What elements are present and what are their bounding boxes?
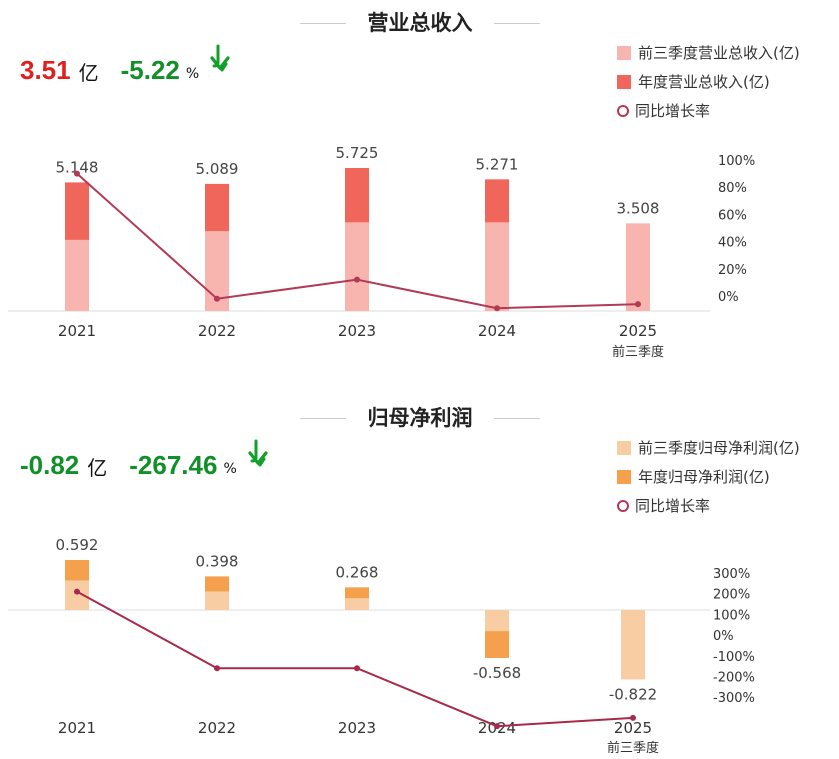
profit-unit: 亿 — [87, 456, 108, 480]
revenue-panel: 营业总收入 3.51 亿 -5.22 % 前三季度营业总收入(亿) 年度营业总收… — [8, 8, 800, 360]
revenue-title-block: 营业总收入 — [300, 8, 540, 38]
revenue-unit: 亿 — [78, 61, 99, 85]
bar-value-label: 5.271 — [476, 155, 519, 173]
bar-value-label: 0.592 — [56, 536, 99, 554]
growth-point — [635, 301, 641, 308]
q3-bar — [485, 610, 509, 632]
revenue-change: -5.22 — [120, 55, 180, 85]
legend-item-q3: 前三季度归母净利润(亿) — [617, 433, 800, 462]
x-tick-label: 2025 — [614, 719, 652, 737]
x-tick-label: 2022 — [198, 719, 236, 737]
bar-value-label: 5.089 — [196, 160, 239, 178]
y2-tick-label: 40% — [718, 236, 747, 251]
x-tick-label: 2025 — [619, 322, 657, 340]
profit-panel: 归母净利润 -0.82 亿 -267.46 % 前三季度归母净利润(亿) 年度归… — [0, 395, 839, 759]
down-arrow-icon — [210, 44, 230, 72]
legend-ring-icon — [617, 499, 629, 512]
y2-tick-label: 60% — [718, 208, 747, 223]
growth-point — [354, 276, 360, 283]
growth-point — [214, 295, 220, 302]
q3-bar — [65, 239, 89, 311]
revenue-change-unit: % — [185, 66, 200, 82]
x-tick-label: 2022 — [198, 322, 236, 340]
x-tick-sublabel: 前三季度 — [607, 740, 659, 756]
title-divider-left — [300, 23, 346, 24]
growth-point — [494, 305, 500, 312]
q3-bar — [345, 598, 369, 610]
y2-tick-label: 20% — [718, 263, 747, 278]
revenue-summary: 3.51 亿 -5.22 % — [20, 44, 231, 86]
profit-change: -267.46 — [129, 450, 218, 480]
legend-label-annual: 年度营业总收入(亿) — [638, 73, 770, 91]
legend-label-growth: 同比增长率 — [635, 497, 711, 515]
growth-line — [76, 590, 634, 728]
growth-point — [494, 723, 500, 730]
bar-value-label: 5.148 — [56, 158, 99, 176]
profit-legend: 前三季度归母净利润(亿) 年度归母净利润(亿) 同比增长率 — [617, 433, 800, 520]
revenue-value: 3.51 — [20, 55, 71, 85]
y2-tick-label: -200% — [713, 671, 755, 686]
y2-tick-label: 200% — [713, 588, 750, 603]
legend-swatch-annual — [617, 74, 631, 89]
profit-summary: -0.82 亿 -267.46 % — [20, 439, 269, 481]
q3-bar — [626, 223, 650, 311]
q3-bar — [485, 222, 509, 311]
y2-tick-label: 100% — [713, 608, 750, 623]
legend-label-q3: 前三季度营业总收入(亿) — [638, 44, 800, 62]
x-tick-label: 2021 — [58, 322, 96, 340]
legend-swatch-q3 — [617, 45, 631, 60]
title-divider-left — [300, 418, 346, 419]
profit-change-unit: % — [223, 461, 237, 477]
legend-item-annual: 年度归母净利润(亿) — [617, 462, 800, 491]
y2-tick-label: 100% — [718, 154, 755, 169]
legend-item-growth: 同比增长率 — [617, 491, 800, 520]
x-tick-label: 2023 — [338, 719, 376, 737]
title-divider-right — [494, 418, 540, 419]
x-tick-sublabel: 前三季度 — [612, 344, 664, 360]
down-arrow-icon — [248, 439, 268, 467]
y2-tick-label: 0% — [718, 290, 739, 305]
legend-item-q3: 前三季度营业总收入(亿) — [617, 38, 800, 67]
revenue-legend: 前三季度营业总收入(亿) 年度营业总收入(亿) 同比增长率 — [617, 38, 800, 125]
q3-bar — [621, 610, 645, 680]
x-tick-label: 2021 — [58, 719, 96, 737]
title-divider-right — [494, 23, 540, 24]
bar-value-label: -0.822 — [609, 685, 657, 703]
growth-point — [214, 665, 220, 672]
legend-swatch-q3 — [617, 440, 631, 455]
legend-swatch-annual — [617, 469, 631, 484]
legend-label-q3: 前三季度归母净利润(亿) — [638, 439, 800, 457]
x-tick-label: 2023 — [338, 322, 376, 340]
legend-ring-icon — [617, 104, 629, 117]
x-tick-label: 2024 — [478, 322, 516, 340]
legend-item-annual: 年度营业总收入(亿) — [617, 67, 800, 96]
bar-value-label: 0.398 — [196, 552, 239, 570]
q3-bar — [345, 222, 369, 311]
y2-tick-label: 0% — [713, 629, 734, 644]
revenue-chart: 5.148 2021 5.089 2022 5.725 2023 5.271 2024 3.50… — [8, 144, 755, 360]
bar-value-label: 5.725 — [336, 144, 379, 162]
growth-point — [630, 714, 636, 721]
growth-point — [74, 170, 80, 177]
bar-value-label: 3.508 — [617, 199, 660, 217]
profit-value: -0.82 — [20, 450, 80, 480]
growth-point — [354, 665, 360, 672]
legend-label-growth: 同比增长率 — [635, 102, 711, 120]
y2-tick-label: 300% — [713, 567, 750, 582]
y2-tick-label: 80% — [718, 181, 747, 196]
y2-tick-label: -300% — [713, 691, 755, 706]
legend-label-annual: 年度归母净利润(亿) — [638, 468, 770, 486]
growth-point — [74, 588, 80, 595]
q3-bar — [205, 591, 229, 610]
revenue-title: 营业总收入 — [367, 11, 473, 35]
bar-value-label: -0.568 — [473, 664, 521, 682]
y2-tick-label: -100% — [713, 650, 755, 665]
profit-chart: 0.59220210.39820220.2682023-0.5682024-0.… — [8, 536, 755, 756]
bar-value-label: 0.268 — [336, 563, 379, 581]
profit-title-block: 归母净利润 — [300, 403, 540, 433]
profit-title: 归母净利润 — [367, 406, 473, 430]
legend-item-growth: 同比增长率 — [617, 96, 800, 125]
